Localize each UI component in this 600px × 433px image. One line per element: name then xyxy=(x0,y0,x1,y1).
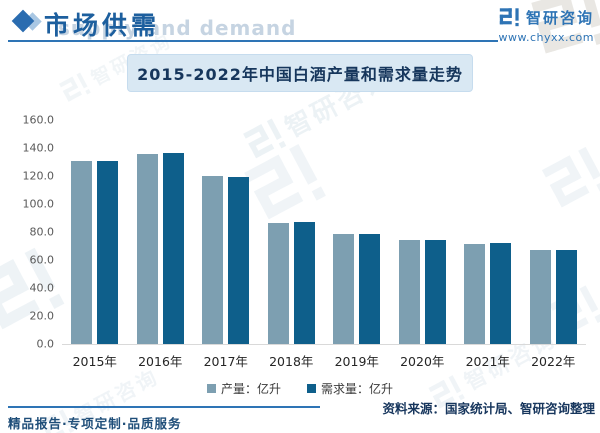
x-axis-label: 2017年 xyxy=(203,354,248,369)
bar-production[interactable] xyxy=(267,223,289,344)
brand-logo-icon xyxy=(58,72,91,104)
footer-tagline: 精品报告·专项定制·品质服务 xyxy=(8,416,182,431)
x-axis: 2015年 2016年 2017年 2018年 2019年 2020年 2021年 2022年 xyxy=(62,351,586,370)
bar-production[interactable] xyxy=(398,240,420,344)
x-axis-label: 2018年 xyxy=(269,354,314,369)
brand-logo-icon xyxy=(499,8,519,27)
bar-demand[interactable] xyxy=(490,243,512,344)
y-axis-tick-label: 60.0 xyxy=(29,253,55,267)
bar-group xyxy=(128,120,194,344)
bar-demand[interactable] xyxy=(424,239,446,344)
bar-production[interactable] xyxy=(71,161,93,344)
x-axis-label: 2016年 xyxy=(138,354,183,369)
y-axis-tick-label: 140.0 xyxy=(22,141,55,155)
bar-production[interactable] xyxy=(333,233,355,344)
data-source-text: 资料来源：国家统计局、智研咨询整理 xyxy=(382,401,595,416)
y-axis: 0.0 20.0 40.0 60.0 80.0 100.0 120.0 140.0 160.0 xyxy=(0,115,55,350)
bar-production[interactable] xyxy=(136,153,158,344)
footer-divider xyxy=(8,406,320,408)
chart-title: 2015-2022年中国白酒产量和需求量走势 xyxy=(137,65,463,84)
bar-group xyxy=(259,120,325,344)
y-axis-tick-label: 80.0 xyxy=(29,225,55,239)
y-axis-tick-label: 100.0 xyxy=(22,197,55,211)
bar-demand[interactable] xyxy=(228,176,250,344)
x-axis-label: 2015年 xyxy=(72,354,117,369)
header-divider xyxy=(8,40,498,42)
x-axis-label: 2021年 xyxy=(465,354,510,369)
bar-demand[interactable] xyxy=(555,249,577,344)
bar-demand[interactable] xyxy=(97,160,119,344)
bar-group xyxy=(62,120,128,344)
plot-area xyxy=(62,120,586,345)
bar-demand[interactable] xyxy=(293,221,315,344)
x-axis-label: 2019年 xyxy=(334,354,379,369)
bar-demand[interactable] xyxy=(359,233,381,344)
y-axis-tick-label: 160.0 xyxy=(22,113,55,127)
header-subtitle-watermark: supply and demand xyxy=(58,16,297,40)
bar-production[interactable] xyxy=(464,243,486,344)
legend-label: 产量：亿升 xyxy=(220,382,281,396)
diamond-icon xyxy=(11,9,44,34)
bar-group xyxy=(390,120,456,344)
brand-website-link[interactable]: www.chyxx.com xyxy=(498,31,594,44)
brand-logo: 智研咨询 www.chyxx.com xyxy=(498,6,594,44)
bar-group xyxy=(324,120,390,344)
bar-production[interactable] xyxy=(202,176,224,344)
bar-group xyxy=(193,120,259,344)
demand-swatch-icon xyxy=(307,384,316,393)
y-axis-tick-label: 40.0 xyxy=(29,281,55,295)
x-axis-label: 2022年 xyxy=(531,354,576,369)
page-title: 市场供需 xyxy=(44,11,161,40)
legend-item-demand[interactable]: 需求量：亿升 xyxy=(307,380,393,397)
bar-group xyxy=(455,120,521,344)
y-axis-tick-label: 20.0 xyxy=(29,309,55,323)
bar-production[interactable] xyxy=(529,250,551,344)
y-axis-tick-label: 120.0 xyxy=(22,169,55,183)
chart-title-box: 2015-2022年中国白酒产量和需求量走势 xyxy=(127,54,473,92)
y-axis-tick-label: 0.0 xyxy=(36,337,55,351)
bar-demand[interactable] xyxy=(162,153,184,344)
bar-group xyxy=(521,120,587,344)
brand-name: 智研咨询 xyxy=(525,8,594,27)
legend-item-production[interactable]: 产量：亿升 xyxy=(206,380,281,397)
legend-label: 需求量：亿升 xyxy=(321,382,394,396)
x-axis-label: 2020年 xyxy=(400,354,445,369)
legend: 产量：亿升 需求量：亿升 xyxy=(0,380,600,397)
production-swatch-icon xyxy=(206,384,216,393)
